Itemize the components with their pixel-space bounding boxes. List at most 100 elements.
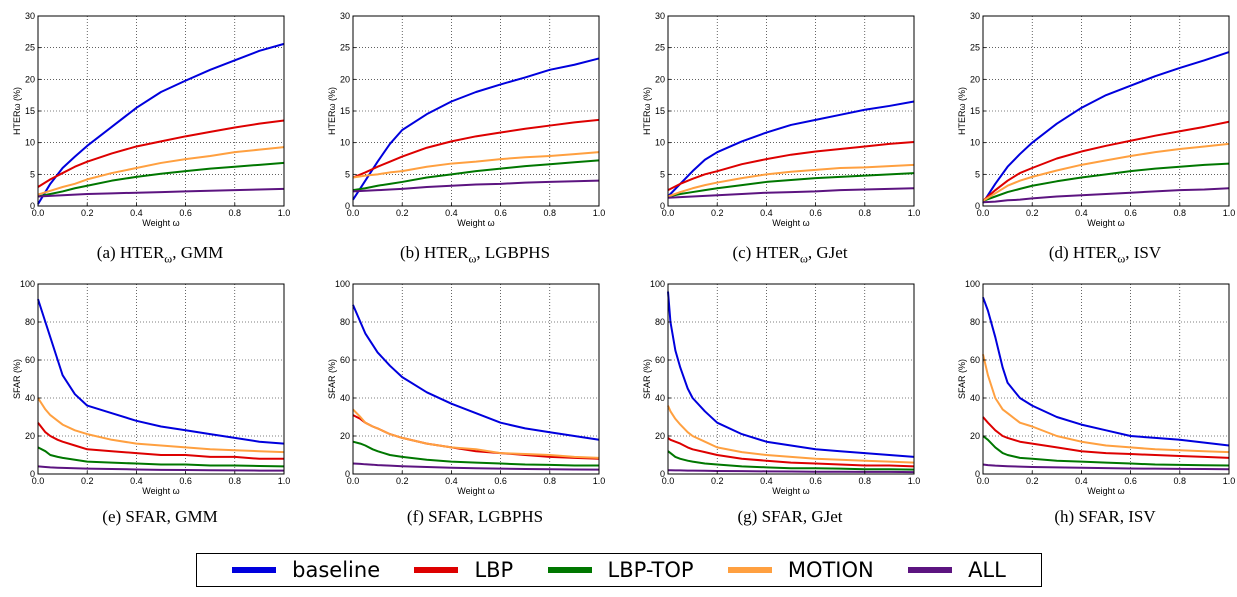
caption-c-prefix: (c) HTER bbox=[732, 243, 800, 262]
chart-b-xlabel: Weight ω bbox=[457, 218, 494, 228]
chart-h-ytick-label-5: 100 bbox=[965, 279, 980, 289]
caption-b-suffix: , LGBPHS bbox=[476, 243, 550, 262]
legend-item-all: ALL bbox=[908, 558, 1006, 582]
chart-g-xtick-label-3: 0.6 bbox=[809, 476, 822, 486]
chart-f-ytick-label-3: 60 bbox=[340, 355, 350, 365]
chart-h-plot: 0.0 0.2 0.4 0.6 0.8 1.0020406080100Weight ωSF… bbox=[955, 274, 1237, 524]
chart-e-ylabel: SFAR (%) bbox=[12, 359, 22, 399]
legend-label-motion: MOTION bbox=[788, 558, 874, 582]
caption-h: (h) SFAR, ISV bbox=[955, 507, 1237, 527]
chart-d-xtick-label-4: 0.8 bbox=[1174, 208, 1187, 218]
caption-e: (e) SFAR, GMM bbox=[10, 507, 310, 527]
chart-e-xtick-label-4: 0.8 bbox=[229, 476, 242, 486]
chart-g-xtick-label-5: 1.0 bbox=[908, 476, 921, 486]
chart-b-ytick-label-4: 20 bbox=[340, 74, 350, 84]
caption-d-prefix: (d) HTER bbox=[1049, 243, 1117, 262]
chart-b-xtick-label-5: 1.0 bbox=[593, 208, 606, 218]
chart-d-xlabel: Weight ω bbox=[1087, 218, 1124, 228]
chart-b-ytick-label-5: 25 bbox=[340, 43, 350, 53]
chart-c-xtick-label-2: 0.4 bbox=[760, 208, 773, 218]
legend-swatch-baseline bbox=[232, 567, 276, 573]
chart-a-xtick-label-3: 0.6 bbox=[179, 208, 192, 218]
chart-b-ytick-label-1: 5 bbox=[345, 169, 350, 179]
chart-b-line-lbp-top bbox=[353, 160, 599, 190]
chart-panel-c: 0.0 0.2 0.4 0.6 0.8 1.0 0 5 10 15 20 25 30 Weight ω HT… bbox=[640, 6, 940, 296]
chart-f-xtick-label-5: 1.0 bbox=[593, 476, 606, 486]
chart-f-line-baseline bbox=[353, 305, 599, 440]
chart-b-ytick-label-2: 10 bbox=[340, 138, 350, 148]
legend-item-motion: MOTION bbox=[728, 558, 874, 582]
chart-f-ylabel: SFAR (%) bbox=[327, 359, 337, 399]
chart-a-ytick-label-5: 25 bbox=[25, 43, 35, 53]
legend-label-lbp: LBP bbox=[474, 558, 513, 582]
chart-e-ytick-label-5: 100 bbox=[20, 279, 35, 289]
chart-g-plot: 0.0 0.2 0.4 0.6 0.8 1.0020406080100Weight ωSF… bbox=[640, 274, 940, 524]
chart-a-line-lbp bbox=[38, 121, 284, 188]
caption-a: (a) HTERω, GMM bbox=[10, 243, 310, 266]
legend-item-lbp-top: LBP-TOP bbox=[548, 558, 694, 582]
chart-d-ytick-label-1: 5 bbox=[975, 169, 980, 179]
chart-d-ytick-label-5: 25 bbox=[970, 43, 980, 53]
chart-f-ytick-label-1: 20 bbox=[340, 431, 350, 441]
chart-a-ytick-label-3: 15 bbox=[25, 106, 35, 116]
chart-g-ytick-label-5: 100 bbox=[650, 279, 665, 289]
chart-c-line-baseline bbox=[668, 102, 914, 197]
chart-d-plot: 0.0 0.2 0.4 0.6 0.8 1.0 0 5 10 15 20 25 30 Weight ω HT… bbox=[955, 6, 1237, 256]
caption-a-suffix: , GMM bbox=[172, 243, 223, 262]
chart-a-ytick-label-1: 5 bbox=[30, 169, 35, 179]
chart-panel-d: 0.0 0.2 0.4 0.6 0.8 1.0 0 5 10 15 20 25 30 Weight ω HT… bbox=[955, 6, 1237, 296]
chart-c-ytick-label-5: 25 bbox=[655, 43, 665, 53]
legend-item-baseline: baseline bbox=[232, 558, 380, 582]
chart-d-ytick-label-3: 15 bbox=[970, 106, 980, 116]
chart-g-line-baseline bbox=[668, 292, 914, 457]
chart-f-xtick-label-1: 0.2 bbox=[396, 476, 409, 486]
chart-a-xtick-label-4: 0.8 bbox=[229, 208, 242, 218]
chart-e-line-motion bbox=[38, 398, 284, 452]
chart-f-line-lbp-top bbox=[353, 442, 599, 466]
chart-panel-a: 0.0 0.2 0.4 0.6 0.8 1.0 0 5 10 15 20 25 30 Weight ω HT… bbox=[10, 6, 310, 296]
chart-f-plot: 0.0 0.2 0.4 0.6 0.8 1.0 0 20 40 60 80 100 Weight ω SF… bbox=[325, 274, 625, 524]
chart-e-xtick-label-2: 0.4 bbox=[130, 476, 143, 486]
chart-e-xtick-label-5: 1.0 bbox=[278, 476, 291, 486]
chart-a-xtick-label-1: 0.2 bbox=[81, 208, 94, 218]
chart-b-xtick-label-1: 0.2 bbox=[396, 208, 409, 218]
chart-c-ytick-label-0: 0 bbox=[660, 201, 665, 211]
chart-a-xlabel: Weight ω bbox=[142, 218, 179, 228]
chart-e-ytick-label-2: 40 bbox=[25, 393, 35, 403]
chart-h-ytick-label-1: 20 bbox=[970, 431, 980, 441]
chart-e-line-all bbox=[38, 466, 284, 470]
chart-a-ytick-label-2: 10 bbox=[25, 138, 35, 148]
chart-h-line-motion bbox=[983, 354, 1229, 452]
chart-d-xtick-label-1: 0.2 bbox=[1026, 208, 1039, 218]
chart-b-ylabel: HTERω (%) bbox=[327, 87, 337, 135]
chart-h-ytick-label-4: 80 bbox=[970, 317, 980, 327]
chart-b-xtick-label-2: 0.4 bbox=[445, 208, 458, 218]
chart-c-ytick-label-4: 20 bbox=[655, 74, 665, 84]
chart-d-ylabel: HTERω (%) bbox=[957, 87, 967, 135]
legend-item-lbp: LBP bbox=[414, 558, 513, 582]
chart-a-line-baseline bbox=[38, 44, 284, 204]
chart-b-ytick-label-6: 30 bbox=[340, 11, 350, 21]
caption-c: (c) HTERω, GJet bbox=[640, 243, 940, 266]
caption-f-prefix: (f) SFAR, LGBPHS bbox=[407, 507, 543, 526]
chart-d-xtick-label-2: 0.4 bbox=[1075, 208, 1088, 218]
chart-d-xtick-label-3: 0.6 bbox=[1124, 208, 1137, 218]
chart-c-ytick-label-3: 15 bbox=[655, 106, 665, 116]
caption-d: (d) HTERω, ISV bbox=[955, 243, 1237, 266]
chart-h-xtick-label-3: 0.6 bbox=[1124, 476, 1137, 486]
chart-g-line-all bbox=[668, 470, 914, 472]
chart-f-xlabel: Weight ω bbox=[457, 486, 494, 496]
chart-a-ytick-label-6: 30 bbox=[25, 11, 35, 21]
chart-h-ytick-label-0: 0 bbox=[975, 469, 980, 479]
chart-f-line-lbp bbox=[353, 415, 599, 459]
chart-a-xtick-label-2: 0.4 bbox=[130, 208, 143, 218]
legend-swatch-lbp-top bbox=[548, 567, 592, 573]
chart-e-line-baseline bbox=[38, 299, 284, 443]
caption-a-prefix: (a) HTER bbox=[97, 243, 165, 262]
chart-f-frame bbox=[353, 284, 599, 474]
legend: baseline LBP LBP-TOP MOTION ALL bbox=[196, 553, 1042, 587]
chart-c-xtick-label-4: 0.8 bbox=[859, 208, 872, 218]
chart-d-xtick-label-5: 1.0 bbox=[1223, 208, 1236, 218]
chart-panel-f: 0.0 0.2 0.4 0.6 0.8 1.0 0 20 40 60 80 100 Weight ω SF… bbox=[325, 274, 625, 564]
chart-a-ytick-label-4: 20 bbox=[25, 74, 35, 84]
